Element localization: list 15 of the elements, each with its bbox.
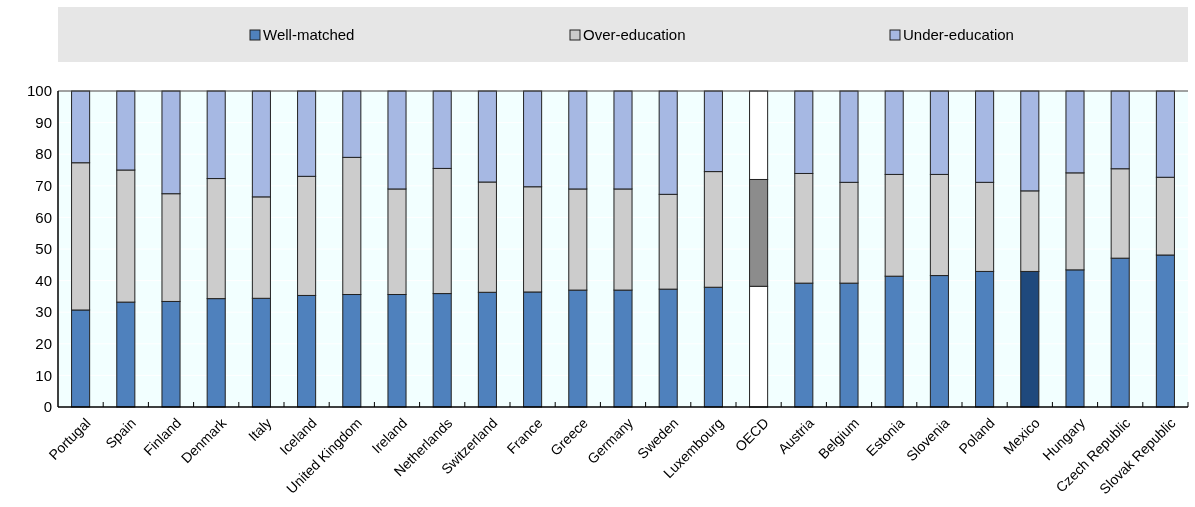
legend-label: Under-education — [903, 26, 1014, 44]
y-tick-label: 80 — [35, 145, 52, 163]
y-tick-label: 50 — [35, 240, 52, 258]
y-tick-label: 90 — [35, 113, 52, 131]
y-tick-label: 100 — [26, 82, 52, 100]
y-tick-label: 60 — [35, 208, 52, 226]
legend-label: Well-matched — [263, 26, 355, 44]
y-tick-label: 0 — [43, 398, 52, 416]
y-tick-label: 20 — [35, 335, 52, 353]
y-tick-label: 70 — [35, 177, 52, 195]
y-tick-label: 10 — [35, 366, 52, 384]
legend-label: Over-education — [583, 26, 686, 44]
y-tick-label: 40 — [35, 271, 52, 289]
y-tick-label: 30 — [35, 303, 52, 321]
x-tick-label: Italy — [244, 414, 275, 445]
